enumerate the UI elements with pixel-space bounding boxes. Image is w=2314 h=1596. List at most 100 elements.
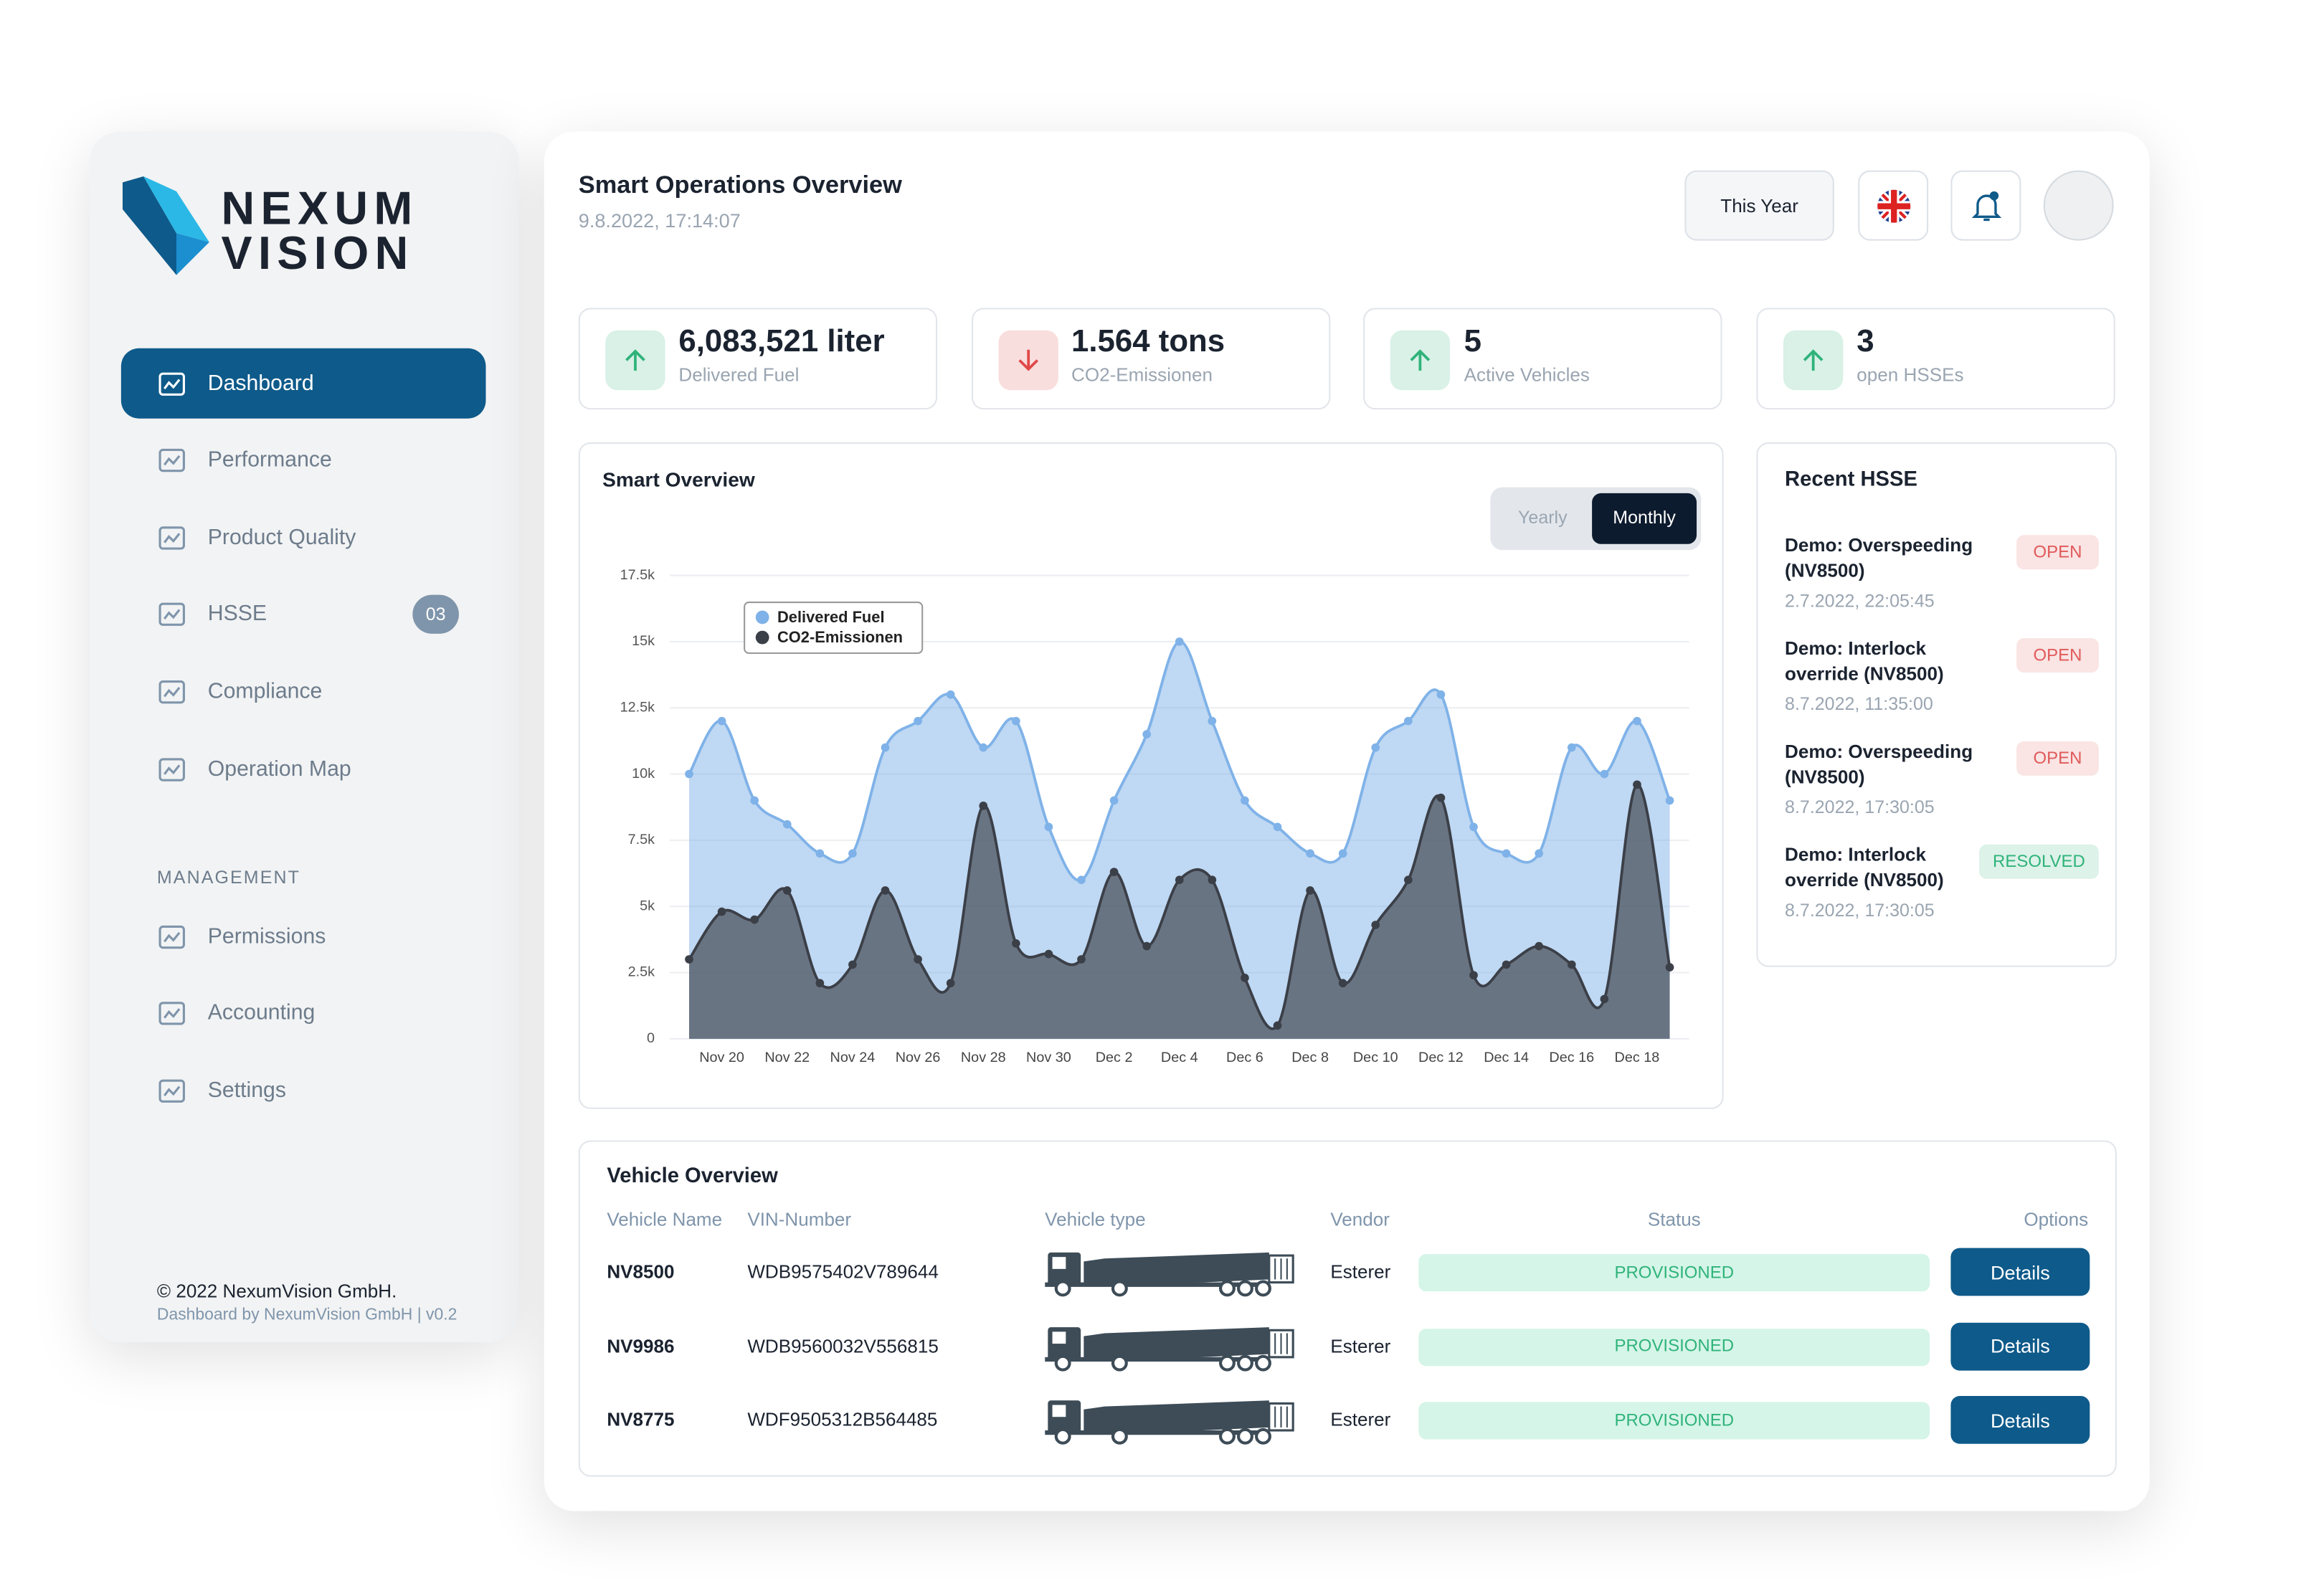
truck-icon <box>1045 1247 1299 1298</box>
nav-label: Settings <box>207 1078 287 1103</box>
avatar[interactable] <box>2043 170 2114 241</box>
nav-item[interactable]: Compliance <box>121 657 486 727</box>
kpi-label: Active Vehicles <box>1464 364 1590 386</box>
details-button[interactable]: Details <box>1950 1396 2090 1444</box>
chart: Smart Overview Yearly Monthly 0 2.5k 5k 7.5k 1… <box>602 469 1702 1065</box>
point <box>1273 1021 1282 1030</box>
status-badge: OPEN <box>2016 638 2099 673</box>
hsse-item[interactable]: Demo: Interlock override (NV8500) 8.7.202… <box>1785 637 2099 726</box>
point <box>1241 974 1249 982</box>
hsse-item-title: Demo: Overspeeding (NV8500) <box>1785 535 1973 581</box>
nav-label: Operation Map <box>207 756 351 782</box>
legend-box <box>744 602 924 655</box>
point <box>1567 743 1576 752</box>
x-tick-label: Nov 28 <box>961 1050 1006 1065</box>
vehicle-name: NV8775 <box>607 1409 675 1430</box>
point <box>1371 921 1380 929</box>
nav-icon <box>158 680 185 704</box>
status-badge: OPEN <box>2016 741 2099 776</box>
vendor: Esterer <box>1330 1335 1391 1357</box>
hsse-item[interactable]: Demo: Overspeeding (NV8500) 2.7.2022, 22:… <box>1785 533 2099 623</box>
point <box>685 955 693 964</box>
nav-label: Product Quality <box>207 526 356 550</box>
nav-badge: 03 <box>412 595 459 635</box>
nav-item[interactable]: Product Quality <box>121 503 486 573</box>
point <box>1273 822 1282 832</box>
nav-label: Dashboard <box>207 371 314 396</box>
column-header: Options <box>2024 1209 2089 1230</box>
point <box>815 979 825 988</box>
nav-item[interactable]: Settings <box>121 1055 486 1126</box>
point <box>1208 716 1217 726</box>
kpi-value: 6,083,521 liter <box>678 324 885 359</box>
arrow <box>625 349 645 371</box>
point <box>1338 849 1347 858</box>
x-tick-label: Dec 18 <box>1615 1050 1660 1065</box>
toggle-option[interactable]: Yearly <box>1518 508 1568 528</box>
nav-item[interactable]: Dashboard <box>120 348 486 419</box>
icon-shape <box>158 1002 185 1025</box>
icon-shape <box>158 371 185 395</box>
nav-icon <box>158 603 185 627</box>
point <box>1044 822 1053 832</box>
point <box>1175 637 1184 646</box>
area <box>689 784 1670 1039</box>
point <box>815 849 825 858</box>
nav-item[interactable]: Operation Map <box>121 734 486 804</box>
period-select[interactable]: This Year <box>1684 170 1834 241</box>
point <box>946 979 955 988</box>
point <box>1012 939 1020 948</box>
point <box>881 886 890 895</box>
kpi-label: Delivered Fuel <box>678 364 800 386</box>
nav-item[interactable]: HSSE 03 <box>121 579 486 650</box>
point <box>1306 849 1314 858</box>
point <box>1665 796 1674 805</box>
kpi-card: 3 open HSSEs <box>1756 308 2115 410</box>
trend-arrow <box>625 349 645 371</box>
point <box>1077 875 1086 885</box>
chart-card: Smart Overview Yearly Monthly 0 2.5k 5k 7.5k 1… <box>578 442 1724 1109</box>
language-button[interactable] <box>1858 170 1929 241</box>
column-header: Status <box>1647 1209 1701 1230</box>
kpi-value: 3 <box>1857 324 1874 359</box>
toggle-option[interactable]: Monthly <box>1592 493 1697 544</box>
kpi-value: 1.564 tons <box>1071 324 1225 359</box>
point <box>1665 963 1674 972</box>
kpi-card: 1.564 tons CO2-Emissionen <box>971 308 1330 410</box>
x-tick-label: Nov 30 <box>1026 1050 1071 1065</box>
icon-shape <box>163 764 181 774</box>
legend-swatch <box>755 630 769 645</box>
section-label: MANAGEMENT <box>156 867 301 888</box>
hsse-item-title: Demo: Interlock override (NV8500) <box>1785 844 1944 891</box>
hsse-item-time: 8.7.2022, 17:30:05 <box>1785 797 1935 818</box>
icon-shape <box>158 1078 185 1102</box>
details-button[interactable]: Details <box>1950 1321 2090 1370</box>
sidebar: NEXUM VISION Dashboard Performance Product… <box>90 131 519 1342</box>
nav-item[interactable]: Performance <box>121 425 486 495</box>
point <box>1535 941 1544 951</box>
point <box>782 886 792 895</box>
vendor: Esterer <box>1330 1409 1391 1430</box>
x-tick-label: Nov 22 <box>764 1050 810 1065</box>
nav-item[interactable]: Accounting <box>121 978 486 1048</box>
point <box>1633 780 1641 789</box>
point <box>1208 875 1217 885</box>
nav-label: Performance <box>207 448 332 472</box>
hsse-item-title: Demo: Overspeeding (NV8500) <box>1785 741 1973 788</box>
details-button[interactable]: Details <box>1950 1248 2090 1296</box>
nav-label: Compliance <box>207 680 323 704</box>
point <box>782 820 792 829</box>
hsse-item[interactable]: Demo: Interlock override (NV8500) 8.7.202… <box>1785 843 2099 933</box>
truck-shape <box>1045 1326 1293 1369</box>
column-header: Vehicle type <box>1045 1209 1146 1230</box>
nav-item[interactable]: Permissions <box>121 901 486 972</box>
hsse-item[interactable]: Demo: Overspeeding (NV8500) 8.7.2022, 17:… <box>1785 740 2099 830</box>
point <box>1502 849 1511 858</box>
icon-shape <box>158 924 185 949</box>
icon-shape <box>158 449 185 472</box>
table-row: NV8775 WDF9505312B564485 Esterer PROVISIONE… <box>580 1390 2115 1450</box>
nav-label: Accounting <box>207 1001 316 1026</box>
timestamp: 9.8.2022, 17:14:07 <box>578 209 741 232</box>
y-tick-label: 2.5k <box>628 964 655 980</box>
notifications-button[interactable] <box>1950 170 2021 241</box>
